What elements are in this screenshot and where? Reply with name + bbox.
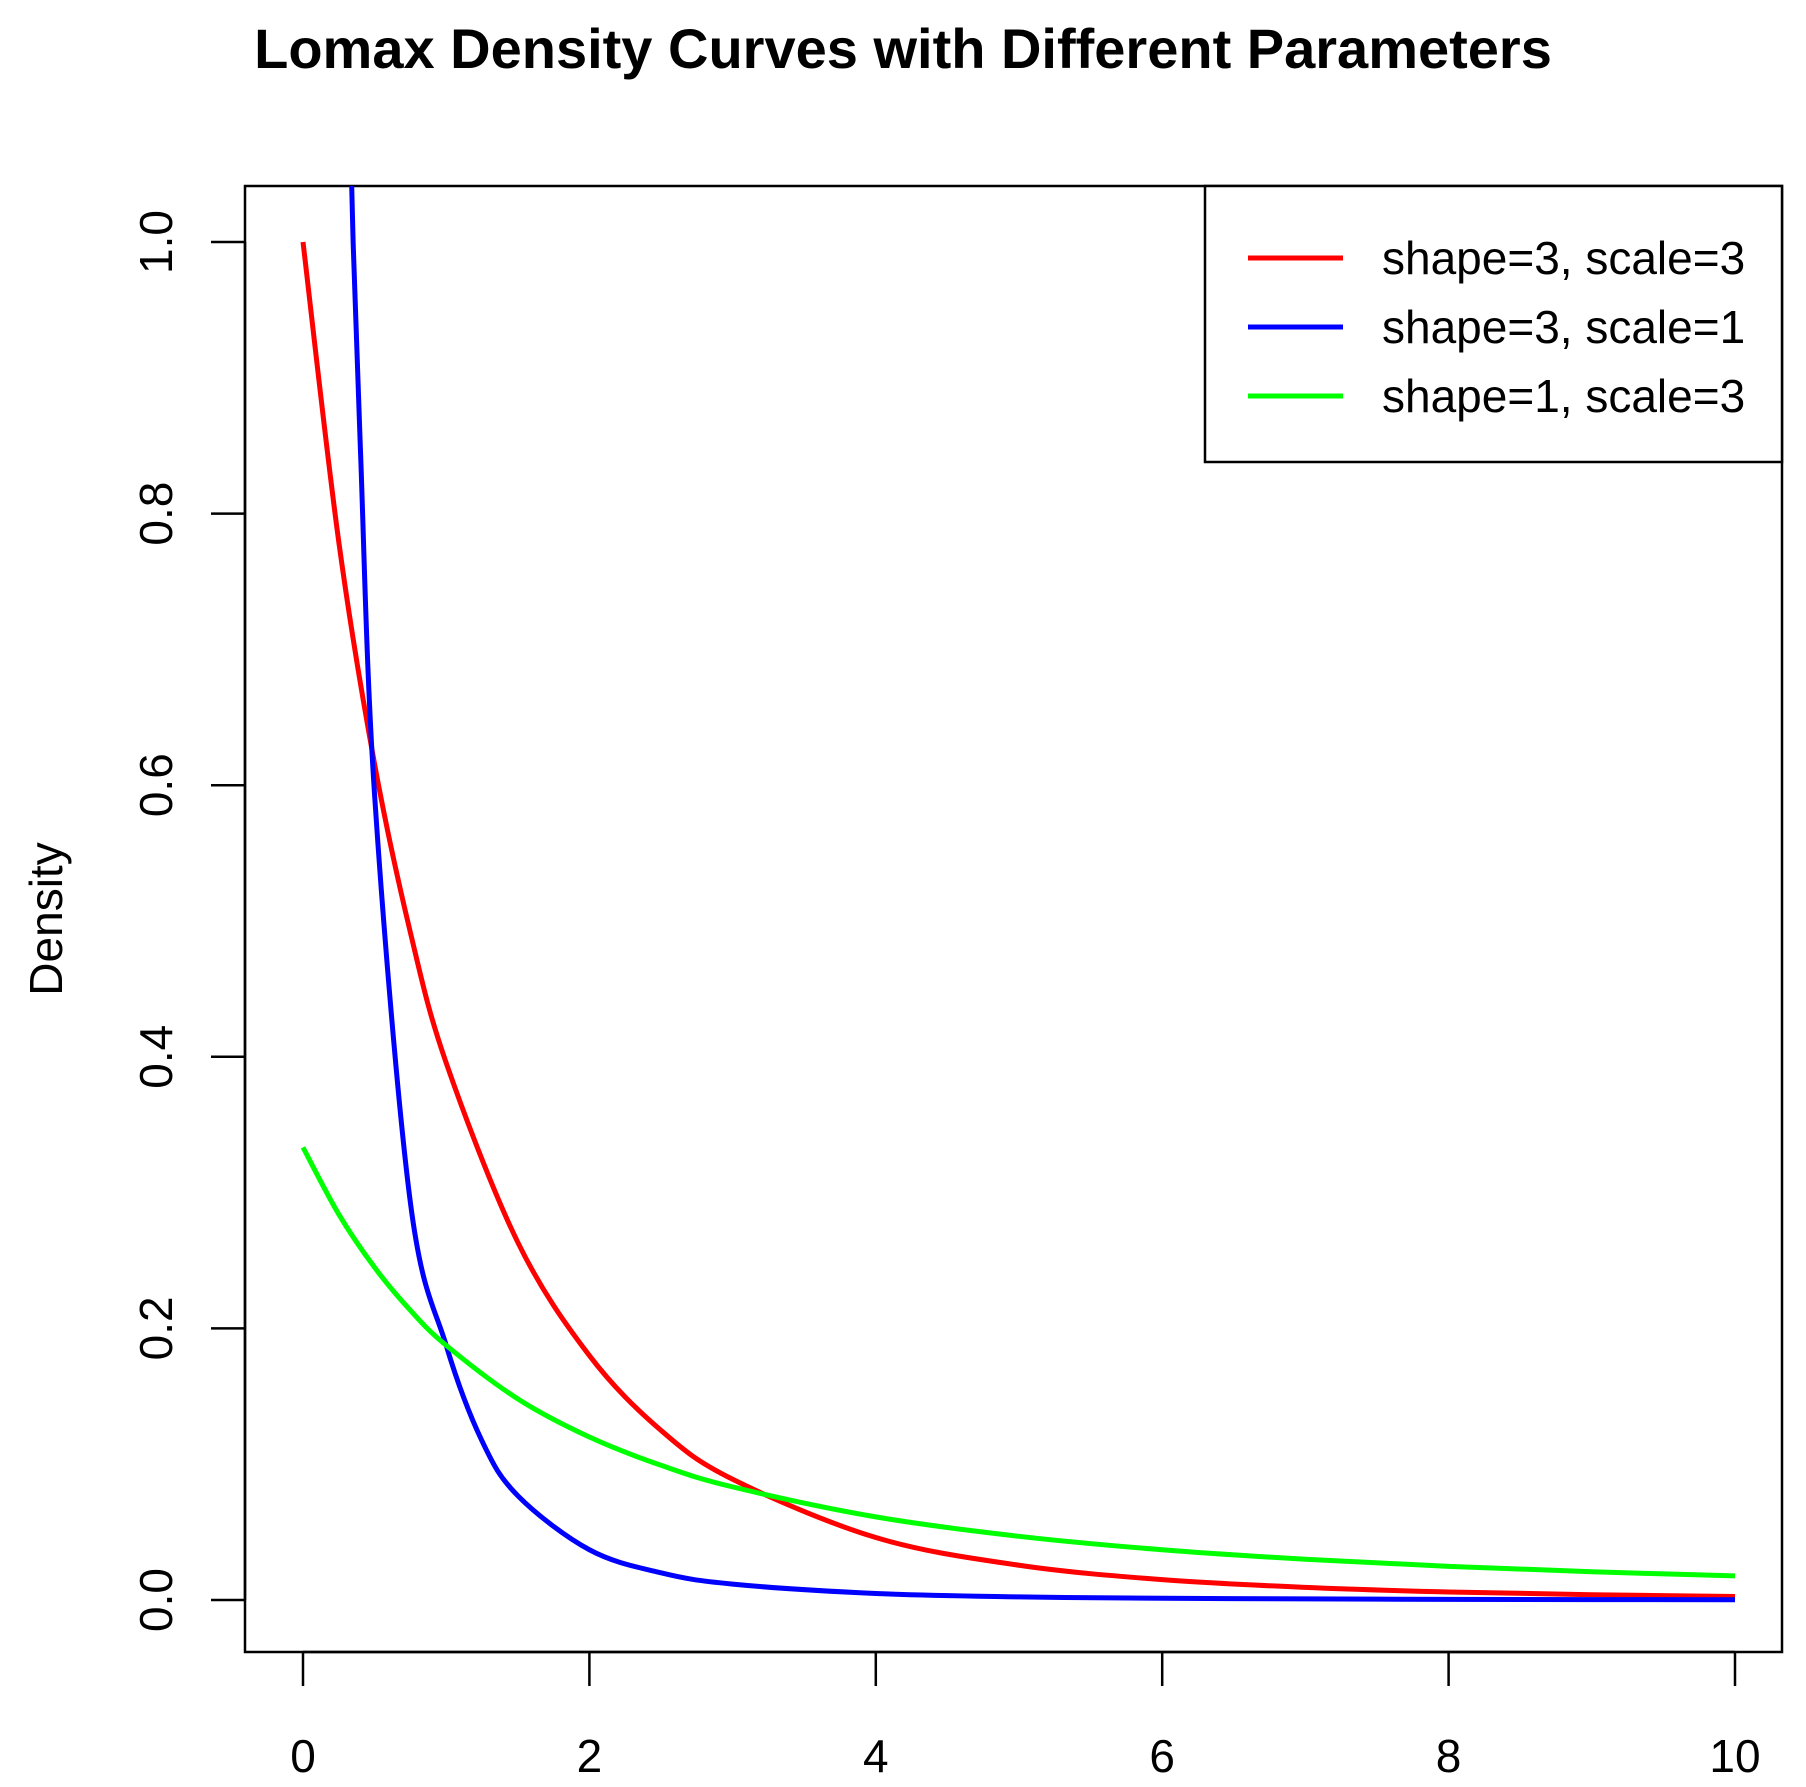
x-tick-label: 2 xyxy=(577,1730,603,1782)
x-tick-label: 6 xyxy=(1149,1730,1175,1782)
legend-box xyxy=(1203,184,1784,464)
y-tick-label: 0.6 xyxy=(130,753,182,817)
legend-label-3: shape=1, scale=3 xyxy=(1382,370,1745,422)
y-axis: 0.0 0.2 0.4 0.6 0.8 1.0 xyxy=(130,210,247,1632)
y-tick-label: 0.8 xyxy=(130,482,182,546)
x-tick-label: 4 xyxy=(863,1730,889,1782)
y-tick-label: 0.2 xyxy=(130,1296,182,1360)
series-line-2 xyxy=(349,186,1736,1603)
legend-label-1: shape=3, scale=3 xyxy=(1382,232,1745,284)
x-tick-label: 8 xyxy=(1436,1730,1462,1782)
x-axis: 0 2 4 6 8 10 xyxy=(290,1650,1761,1782)
x-tick-label: 0 xyxy=(290,1730,316,1782)
series-layer xyxy=(300,186,1736,1603)
y-tick-label: 0.0 xyxy=(130,1568,182,1632)
legend-label-2: shape=3, scale=1 xyxy=(1382,301,1745,353)
x-tick-label: 10 xyxy=(1709,1730,1760,1782)
y-tick-label: 0.4 xyxy=(130,1025,182,1089)
legend: shape=3, scale=3 shape=3, scale=1 shape=1,… xyxy=(1203,184,1784,464)
series-line-3 xyxy=(300,1146,1736,1579)
y-tick-label: 1.0 xyxy=(130,210,182,274)
chart-title: Lomax Density Curves with Different Para… xyxy=(254,17,1552,80)
y-axis-label: Density xyxy=(20,842,72,995)
